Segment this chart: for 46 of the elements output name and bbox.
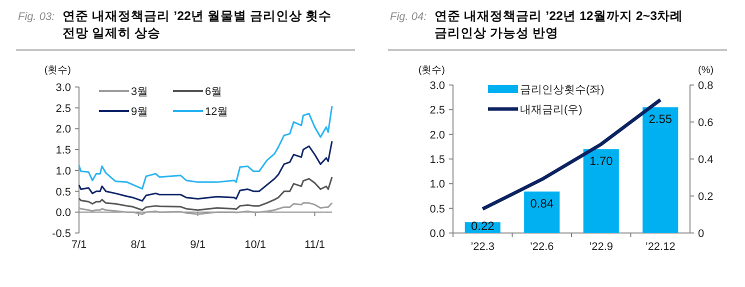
y-tick-label: 1.5	[56, 144, 71, 157]
y-tick-label: 1.0	[56, 165, 71, 178]
y-tick-label: 1.5	[430, 154, 445, 166]
y-tick-label: 3.0	[56, 82, 71, 94]
y-tick-label: 3.0	[430, 80, 445, 92]
x-tick-label: ’22.12	[645, 241, 676, 253]
legend-label: 9월	[131, 106, 148, 118]
y2-tick-label: 0.4	[698, 154, 714, 166]
title: 연준 내재정책금리 ’22년 월물별 금리인상 횟수 전망 일제히 상승	[62, 9, 332, 40]
x-tick-label: 9/1	[190, 239, 206, 251]
y-tick-label: 0.5	[430, 203, 445, 216]
data-label: 0.84	[530, 196, 554, 211]
x-tick-label: ’22.9	[589, 241, 614, 253]
annotation: Fig. 04:	[390, 11, 427, 23]
legend-label: 6월	[205, 86, 222, 98]
data-label: 0.22	[470, 219, 495, 233]
y-tick-label: 2.0	[430, 129, 445, 142]
y-axis-title: (횟수)	[418, 65, 445, 76]
x-tick-label: 11/1	[304, 239, 326, 251]
y-tick-label: 2.5	[56, 102, 71, 115]
x-tick-label: ’22.3	[470, 241, 495, 253]
data-label: 1.70	[589, 154, 614, 168]
y2-axis-title: (%)	[698, 65, 714, 76]
y-tick-label: 0.0	[56, 207, 71, 220]
y-tick-label: -0.5	[52, 228, 71, 240]
legend-label: 내재금리(우)	[520, 104, 582, 116]
legend-label: 12월	[205, 106, 228, 118]
y2-tick-label: 0.8	[698, 80, 714, 92]
y-tick-label: 0.5	[56, 186, 71, 198]
y-tick-label: 1.0	[430, 178, 445, 191]
y2-tick-label: 0.6	[698, 117, 714, 129]
y-tick-label: 2.5	[430, 104, 445, 117]
title: 연준 내재정책금리 ’22년 12월까지 2~3차례 금리인상 가능성 반영	[434, 9, 684, 40]
legend-label: 금리인상횟수(좌)	[520, 84, 604, 96]
y-axis-title: (횟수)	[44, 65, 71, 76]
legend-label: 3월	[131, 86, 148, 98]
y2-tick-label: 0	[698, 228, 704, 240]
x-tick-label: 8/1	[130, 239, 146, 251]
x-tick-label: ’22.6	[530, 241, 554, 253]
x-tick-label: 10/1	[244, 239, 266, 251]
y2-tick-label: 0.2	[698, 191, 714, 203]
x-tick-label: 7/1	[71, 239, 87, 251]
y-tick-label: 0.0	[430, 228, 445, 240]
annotation: Fig. 03:	[18, 11, 55, 23]
data-label: 2.55	[648, 112, 672, 126]
y-tick-label: 2.0	[56, 124, 71, 136]
